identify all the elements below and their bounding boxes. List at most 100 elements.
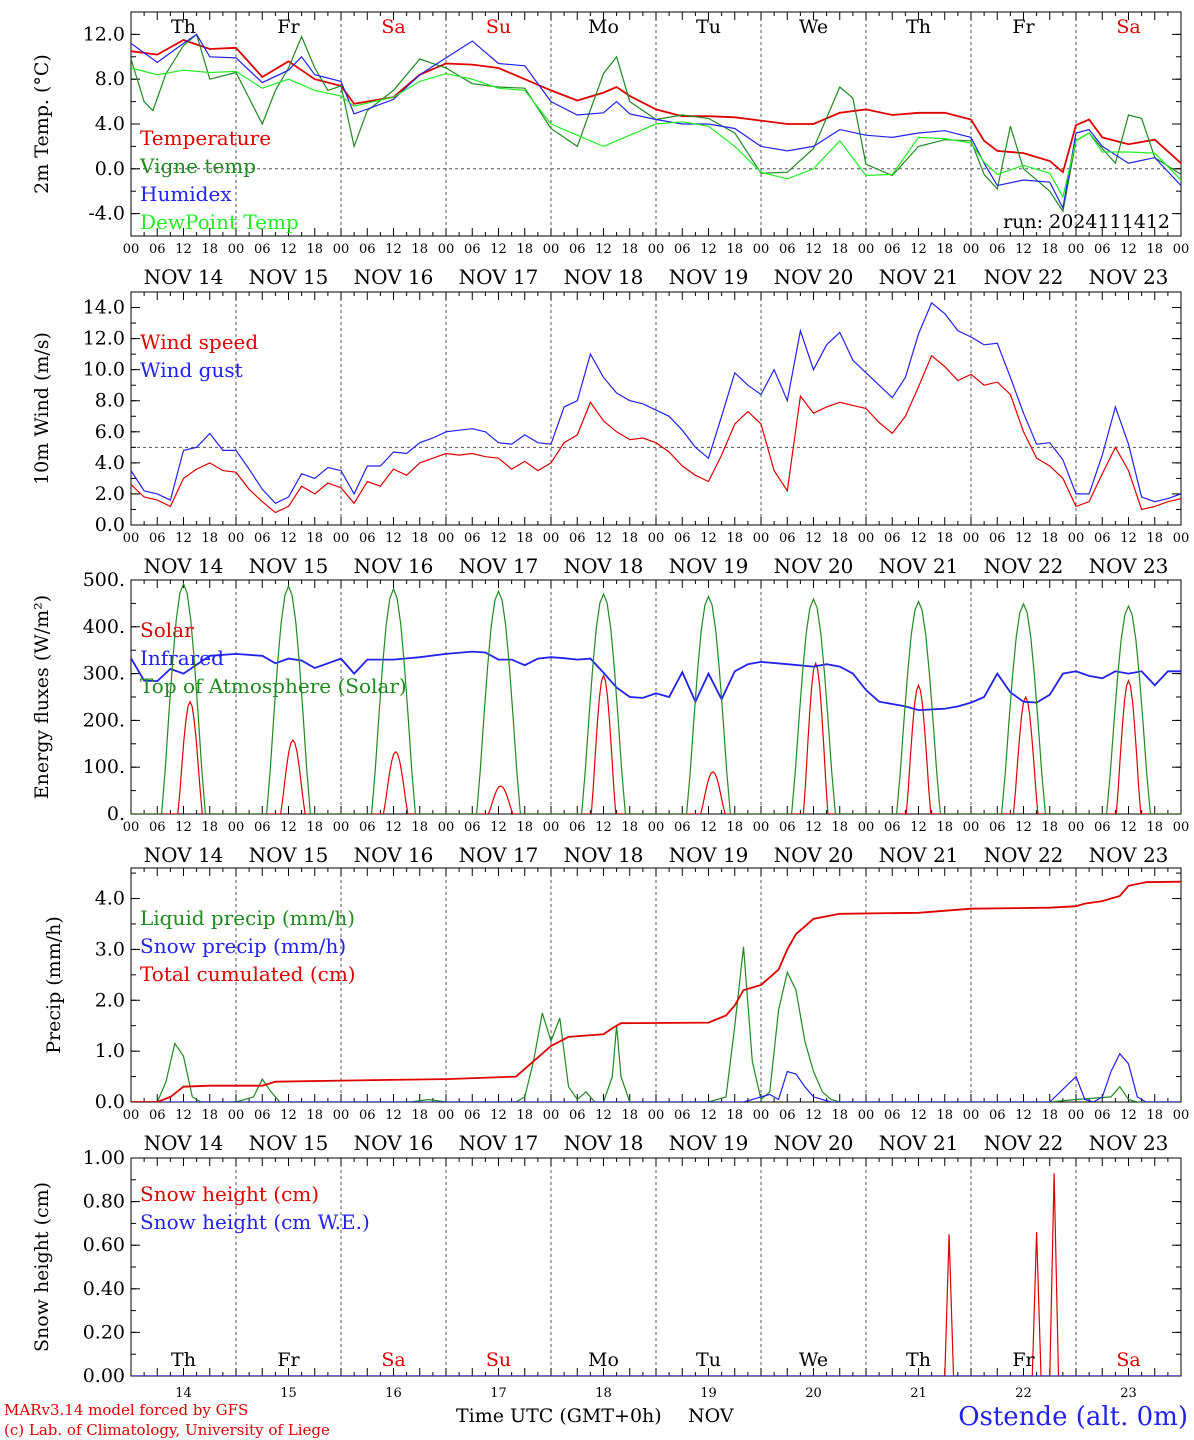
- hour-tick-label: 00: [858, 1108, 875, 1123]
- date-label: NOV 23: [1089, 1131, 1169, 1155]
- date-label: NOV 18: [564, 265, 644, 289]
- credit-lab: (c) Lab. of Climatology, University of L…: [4, 1421, 330, 1439]
- hour-tick-label: 18: [201, 531, 218, 546]
- date-label: NOV 21: [879, 1131, 959, 1155]
- date-label: NOV 18: [564, 843, 644, 867]
- y-tick-label: 400.: [83, 616, 125, 638]
- hour-tick-label: 12: [385, 242, 402, 257]
- hour-tick-label: 12: [1015, 1108, 1032, 1123]
- hour-tick-label: 06: [779, 1108, 796, 1123]
- hour-tick-label: 00: [333, 531, 350, 546]
- hour-tick-label: 06: [254, 242, 271, 257]
- hour-tick-label: 00: [858, 531, 875, 546]
- hour-tick-label: 06: [779, 820, 796, 835]
- hour-tick-label: 12: [1015, 531, 1032, 546]
- hour-tick-label: 00: [1068, 242, 1085, 257]
- hour-tick-label: 00: [963, 1108, 980, 1123]
- hour-tick-label: 06: [569, 531, 586, 546]
- y-tick-label: 0.0: [95, 1091, 125, 1113]
- hour-tick-label: 06: [464, 820, 481, 835]
- date-label: NOV 20: [774, 554, 854, 578]
- hour-tick-label: 18: [621, 1108, 638, 1123]
- hour-tick-label: 18: [1041, 1108, 1058, 1123]
- hour-tick-label: 00: [1173, 1108, 1190, 1123]
- weekday-label: Su: [486, 1349, 511, 1371]
- hour-tick-label: 00: [543, 820, 560, 835]
- hour-tick-label: 12: [490, 820, 507, 835]
- weekday-label: Mo: [588, 16, 619, 38]
- date-label: NOV 14: [144, 554, 224, 578]
- hour-tick-label: 00: [963, 531, 980, 546]
- hour-tick-label: 06: [359, 531, 376, 546]
- hour-tick-label: 12: [490, 1108, 507, 1123]
- legend-entry: Total cumulated (cm): [140, 962, 356, 986]
- hour-tick-label: 12: [595, 1108, 612, 1123]
- day-number-label: 15: [280, 1386, 297, 1401]
- date-label: NOV 18: [564, 1131, 644, 1155]
- hour-tick-label: 12: [910, 531, 927, 546]
- hour-tick-label: 18: [936, 242, 953, 257]
- hour-tick-label: 18: [1041, 820, 1058, 835]
- hour-tick-label: 00: [228, 820, 245, 835]
- hour-tick-label: 06: [989, 531, 1006, 546]
- y-tick-label: 0.60: [83, 1234, 125, 1256]
- credit-model: MARv3.14 model forced by GFS: [4, 1401, 249, 1419]
- hour-tick-label: 12: [1015, 820, 1032, 835]
- hour-tick-label: 12: [805, 242, 822, 257]
- legend-entry: DewPoint Temp: [140, 210, 299, 234]
- legend-entry: Humidex: [140, 182, 232, 206]
- date-label: NOV 16: [354, 265, 434, 289]
- series-wind-gust: [131, 301, 1181, 505]
- hour-tick-label: 18: [936, 1108, 953, 1123]
- hour-tick-label: 18: [621, 820, 638, 835]
- day-number-label: 14: [175, 1386, 192, 1401]
- date-label: NOV 23: [1089, 843, 1169, 867]
- x-axis-label: Time UTC (GMT+0h): [456, 1405, 662, 1427]
- hour-tick-label: 00: [123, 820, 140, 835]
- hour-tick-label: 18: [201, 820, 218, 835]
- date-label: NOV 17: [459, 1131, 539, 1155]
- hour-tick-label: 12: [1120, 1108, 1137, 1123]
- station-name: Ostende (alt. 0m): [958, 1402, 1188, 1432]
- legend-entry: Top of Atmosphere (Solar): [140, 674, 407, 698]
- hour-tick-label: 06: [464, 531, 481, 546]
- y-tick-label: -4.0: [88, 203, 125, 225]
- y-tick-label: 500.: [83, 569, 125, 591]
- series-wind-speed: [131, 354, 1181, 514]
- date-label: NOV 16: [354, 1131, 434, 1155]
- date-label: NOV 21: [879, 265, 959, 289]
- day-number-label: 23: [1120, 1386, 1137, 1401]
- hour-tick-label: 06: [359, 1108, 376, 1123]
- hour-tick-label: 18: [726, 242, 743, 257]
- y-axis-label: 2m Temp. (°C): [31, 54, 53, 194]
- hour-tick-label: 12: [385, 1108, 402, 1123]
- hour-tick-label: 18: [831, 1108, 848, 1123]
- series-temperature: [131, 39, 1181, 174]
- date-label: NOV 23: [1089, 265, 1169, 289]
- hour-tick-label: 00: [543, 531, 560, 546]
- date-label: NOV 18: [564, 554, 644, 578]
- date-label: NOV 15: [249, 554, 329, 578]
- day-number-label: 20: [805, 1386, 822, 1401]
- series-top-of-atmosphere-solar: [131, 582, 1181, 814]
- legend-entry: Wind speed: [140, 330, 258, 354]
- y-tick-label: 6.0: [95, 421, 125, 443]
- hour-tick-label: 00: [438, 242, 455, 257]
- hour-tick-label: 00: [123, 531, 140, 546]
- hour-tick-label: 00: [438, 1108, 455, 1123]
- hour-tick-label: 00: [963, 242, 980, 257]
- date-label: NOV 19: [669, 265, 749, 289]
- hour-tick-label: 06: [884, 820, 901, 835]
- hour-tick-label: 00: [333, 1108, 350, 1123]
- series-humidex: [131, 33, 1181, 210]
- date-label: NOV 20: [774, 1131, 854, 1155]
- date-label: NOV 14: [144, 1131, 224, 1155]
- hour-tick-label: 06: [464, 242, 481, 257]
- hour-tick-label: 00: [753, 820, 770, 835]
- hour-tick-label: 12: [490, 242, 507, 257]
- hour-tick-label: 00: [1068, 820, 1085, 835]
- hour-tick-label: 00: [648, 242, 665, 257]
- day-number-label: 19: [700, 1386, 717, 1401]
- hour-tick-label: 12: [595, 242, 612, 257]
- hour-tick-label: 06: [1094, 531, 1111, 546]
